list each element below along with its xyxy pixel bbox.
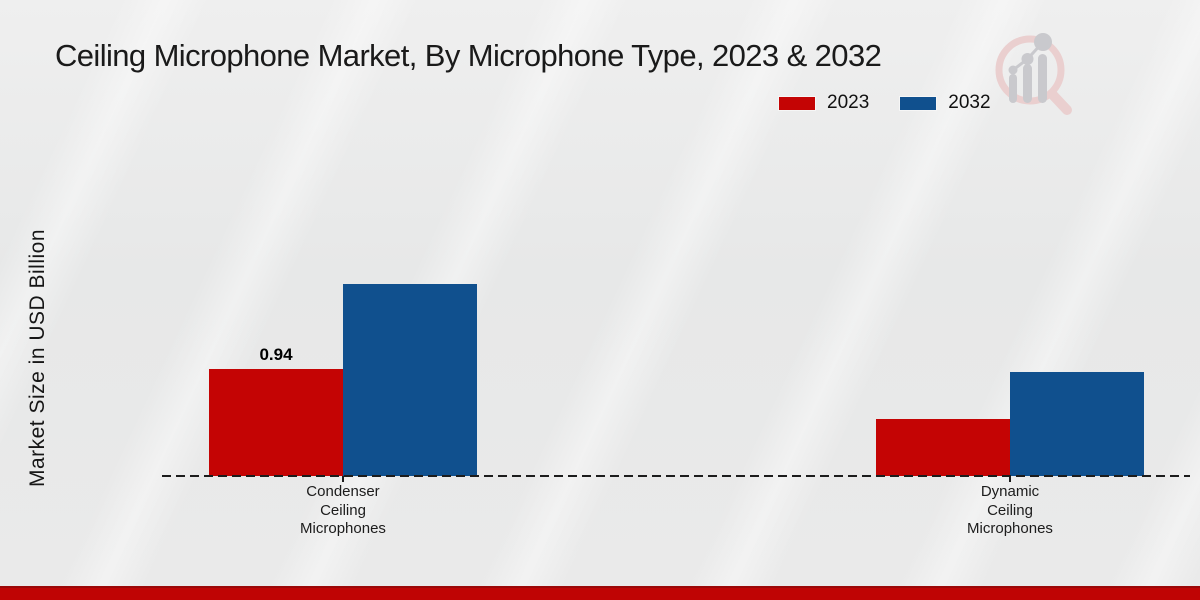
legend-label-2032: 2032 [948, 92, 991, 113]
chart-title: Ceiling Microphone Market, By Microphone… [55, 38, 882, 73]
bar-2023-condenser-ceiling-microphones [209, 369, 343, 476]
legend-swatch-2032-icon [899, 95, 938, 111]
legend-label-2023: 2023 [827, 92, 870, 113]
magnifier-bar-chart-logo-icon [995, 33, 1072, 115]
x-axis-tick-dynamic-ceiling-microphones [1009, 476, 1011, 482]
chart-legend: 2023 2032 [778, 92, 991, 114]
legend-item-2032: 2032 [899, 92, 991, 114]
x-axis-category-label-dynamic-ceiling-microphones: Dynamic Ceiling Microphones [967, 483, 1053, 537]
bar-2023-dynamic-ceiling-microphones [876, 419, 1010, 476]
legend-swatch-2023-icon [778, 95, 816, 111]
legend-item-2023: 2023 [778, 92, 869, 114]
x-axis-tick-condenser-ceiling-microphones [342, 476, 344, 482]
x-axis-category-label-condenser-ceiling-microphones: Condenser Ceiling Microphones [300, 483, 386, 537]
x-axis-dashed-baseline [162, 475, 1190, 477]
bar-value-label-2023: 0.94 [259, 345, 293, 364]
footer-accent-bar [0, 586, 1200, 600]
bar-2032-condenser-ceiling-microphones [343, 284, 477, 476]
bar-2032-dynamic-ceiling-microphones [1010, 372, 1144, 476]
